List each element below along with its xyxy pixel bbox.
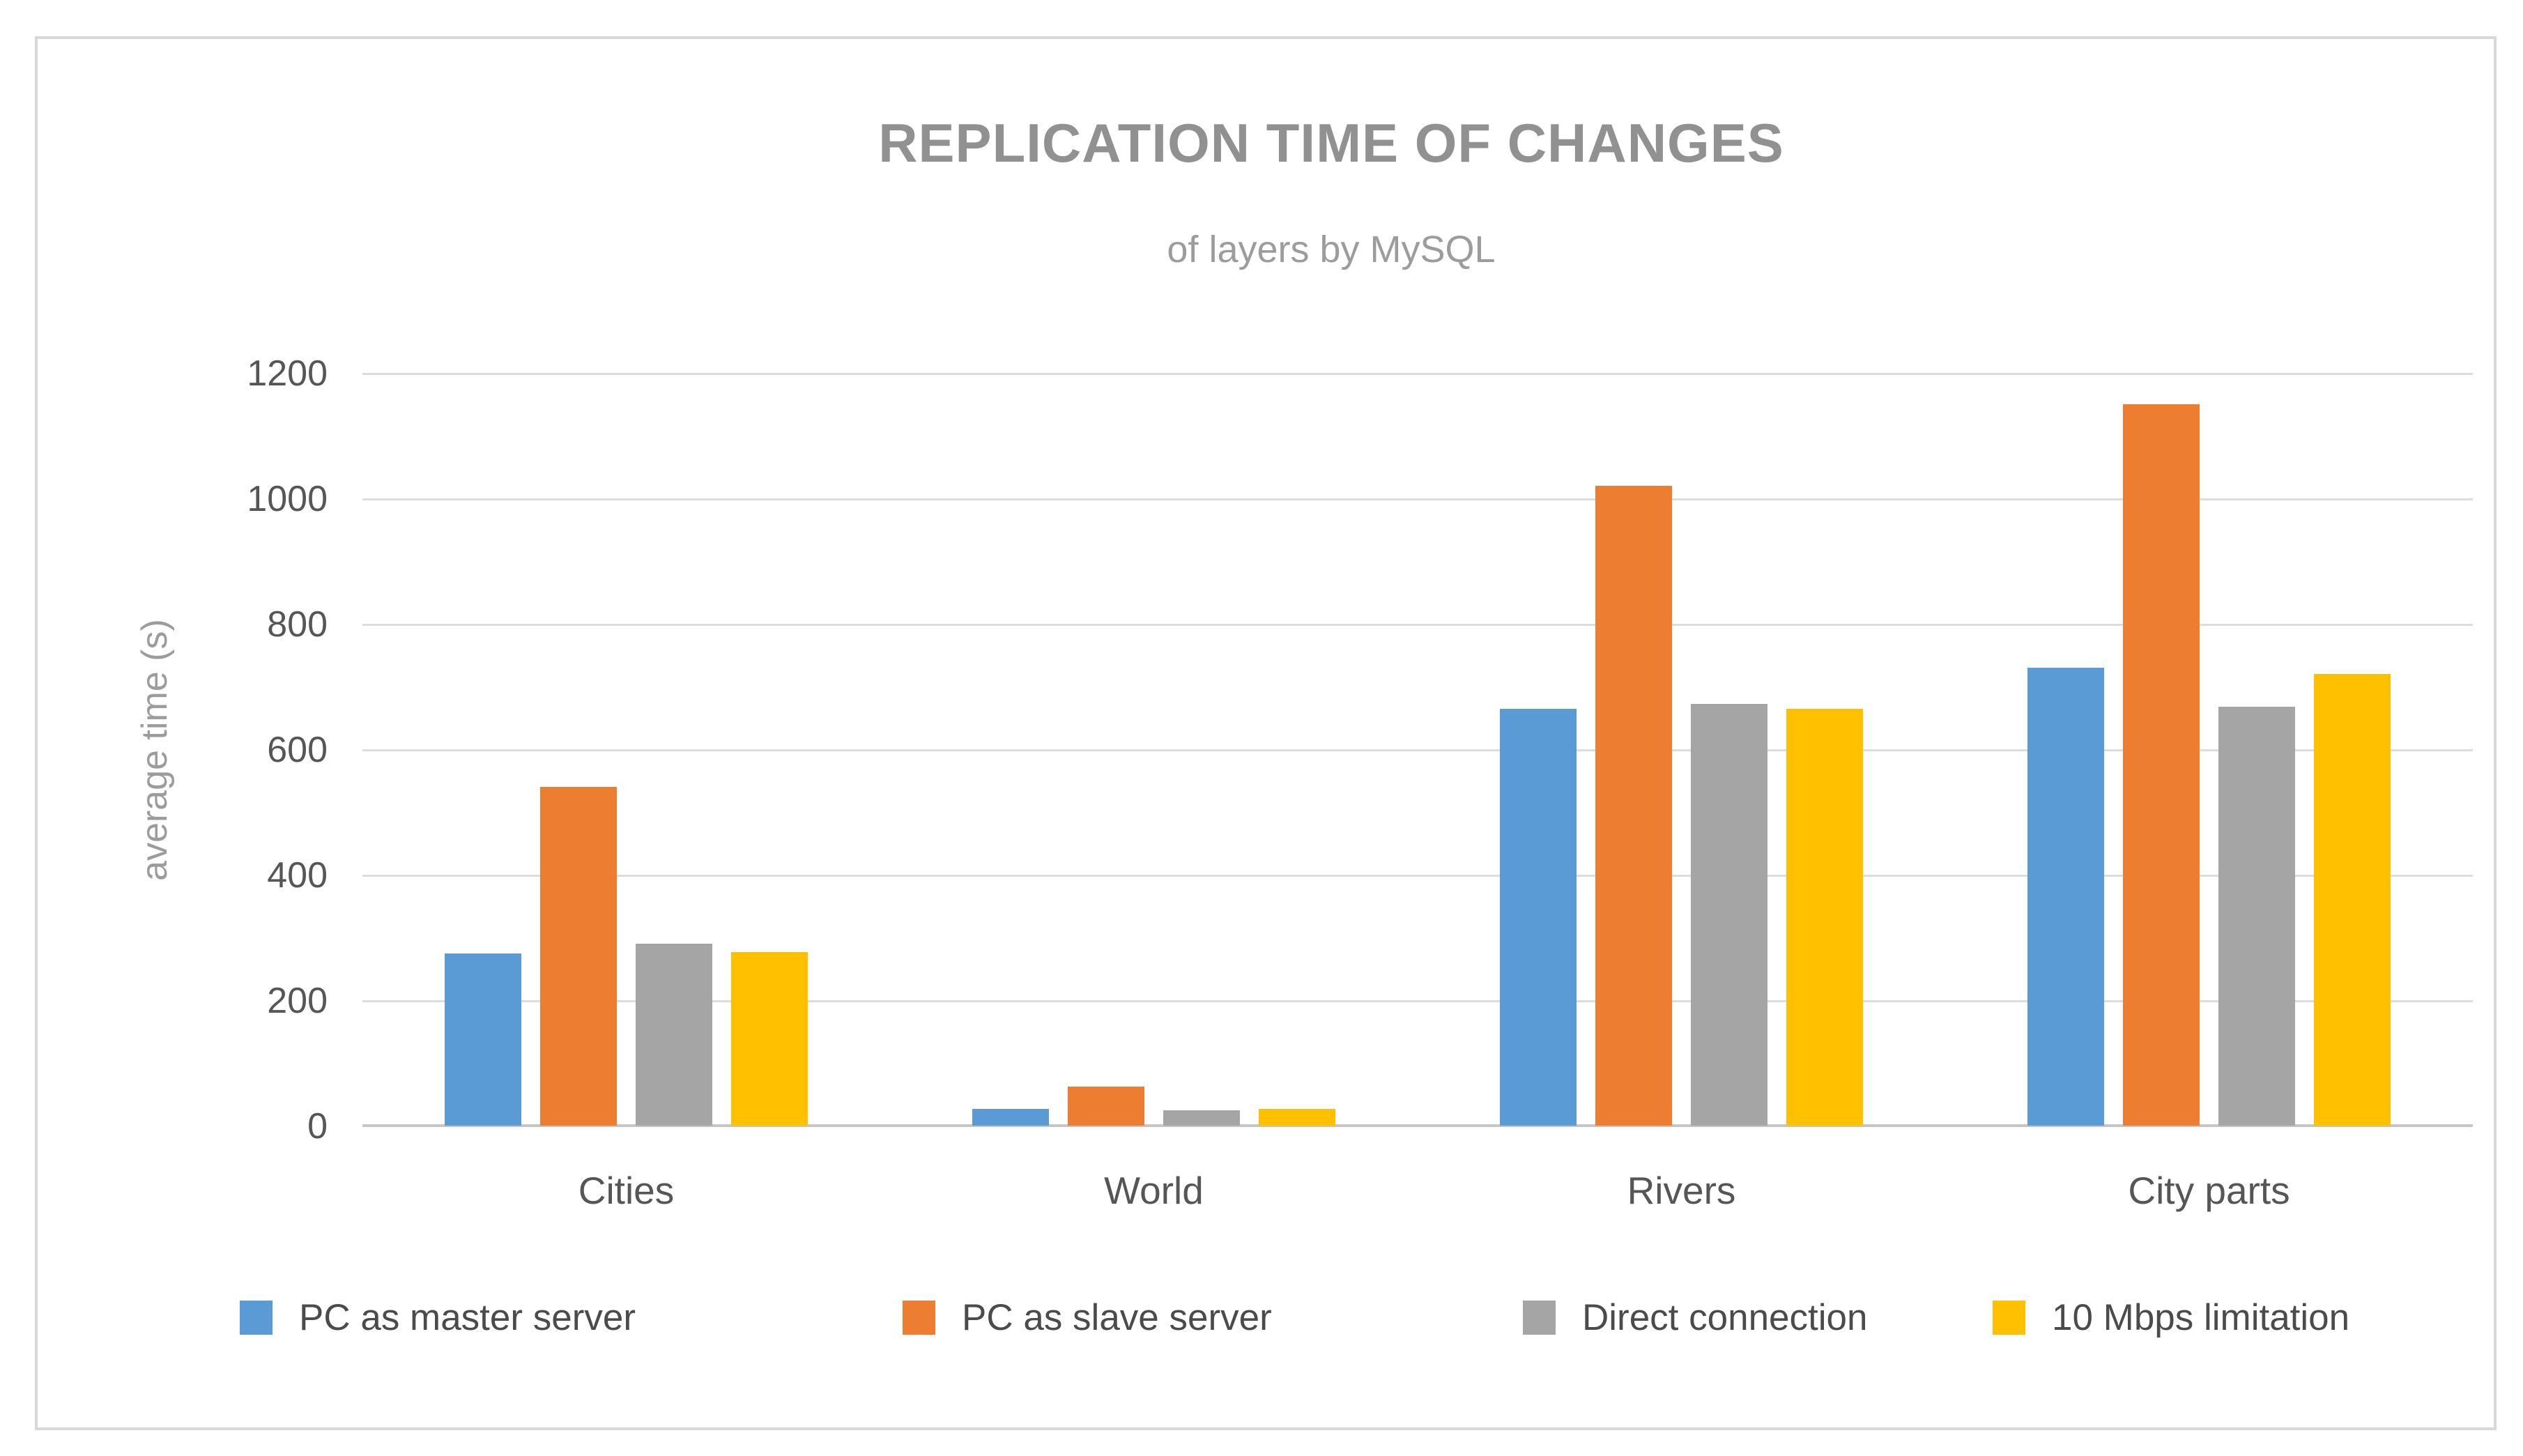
bar-city-parts-10-mbps-limitation	[2314, 674, 2391, 1126]
bar-world-pc-as-slave-server	[1068, 1087, 1144, 1126]
bar-cities-pc-as-master-server	[445, 953, 521, 1126]
gridline-1000	[362, 498, 2473, 500]
legend-label-direct-connection: Direct connection	[1582, 1296, 1868, 1338]
y-tick-label-800: 800	[267, 604, 328, 645]
legend-item-pc-as-slave-server: PC as slave server	[903, 1295, 1272, 1340]
bar-rivers-pc-as-slave-server	[1595, 486, 1672, 1126]
y-tick-label-0: 0	[307, 1106, 328, 1147]
bar-cities-direct-connection	[636, 944, 712, 1126]
gridline-1200	[362, 373, 2473, 375]
legend-swatch-10-mbps-limitation	[1993, 1300, 2025, 1335]
plot-area	[362, 373, 2473, 1127]
bar-cities-pc-as-slave-server	[540, 787, 617, 1126]
x-axis-line	[362, 1124, 2473, 1127]
bar-world-direct-connection	[1163, 1110, 1240, 1126]
bar-rivers-pc-as-master-server	[1500, 708, 1577, 1126]
bar-group-cities	[362, 374, 890, 1126]
bar-city-parts-pc-as-slave-server	[2123, 404, 2200, 1126]
gridline-200	[362, 1000, 2473, 1002]
legend-item-pc-as-master-server: PC as master server	[240, 1295, 636, 1340]
y-axis-tick-labels: 0 200 400 600 800 1000 1200	[0, 353, 328, 1147]
legend-label-pc-as-slave-server: PC as slave server	[962, 1296, 1272, 1338]
chart-title: REPLICATION TIME OF CHANGES	[878, 112, 1784, 174]
legend-item-direct-connection: Direct connection	[1523, 1295, 1867, 1340]
chart-subtitle: of layers by MySQL	[1167, 229, 1496, 270]
gridline-800	[362, 624, 2473, 626]
legend: PC as master server PC as slave server Dir…	[0, 1295, 2523, 1340]
x-category-label-rivers: Rivers	[1627, 1169, 1736, 1212]
x-axis-category-labels: Cities World Rivers City parts	[362, 1168, 2473, 1217]
y-tick-label-200: 200	[267, 981, 328, 1021]
y-tick-label-1000: 1000	[247, 479, 328, 519]
bar-world-pc-as-master-server	[972, 1108, 1049, 1126]
legend-swatch-pc-as-slave-server	[903, 1300, 935, 1335]
y-tick-label-600: 600	[267, 730, 328, 770]
bar-world-10-mbps-limitation	[1259, 1108, 1335, 1126]
legend-label-10-mbps-limitation: 10 Mbps limitation	[2052, 1296, 2350, 1338]
gridline-600	[362, 749, 2473, 751]
x-category-label-cities: Cities	[578, 1169, 675, 1212]
x-category-label-world: World	[1104, 1169, 1204, 1212]
y-tick-label-1200: 1200	[247, 353, 328, 394]
bar-city-parts-pc-as-master-server	[2027, 668, 2104, 1126]
bar-rivers-direct-connection	[1691, 704, 1767, 1126]
bar-city-parts-direct-connection	[2218, 706, 2295, 1126]
legend-item-10-mbps-limitation: 10 Mbps limitation	[1993, 1295, 2349, 1340]
x-category-label-city-parts: City parts	[2128, 1169, 2290, 1212]
outer-frame-border	[35, 36, 2497, 1430]
y-tick-label-400: 400	[267, 855, 328, 896]
bar-group-city-parts	[1945, 374, 2473, 1126]
gridline-400	[362, 875, 2473, 877]
bar-cities-10-mbps-limitation	[731, 951, 808, 1126]
legend-swatch-pc-as-master-server	[240, 1300, 273, 1335]
bar-group-world	[890, 374, 1418, 1126]
legend-swatch-direct-connection	[1523, 1300, 1556, 1335]
bar-group-rivers	[1418, 374, 1945, 1126]
bar-rivers-10-mbps-limitation	[1786, 708, 1863, 1126]
legend-label-pc-as-master-server: PC as master server	[299, 1296, 636, 1338]
